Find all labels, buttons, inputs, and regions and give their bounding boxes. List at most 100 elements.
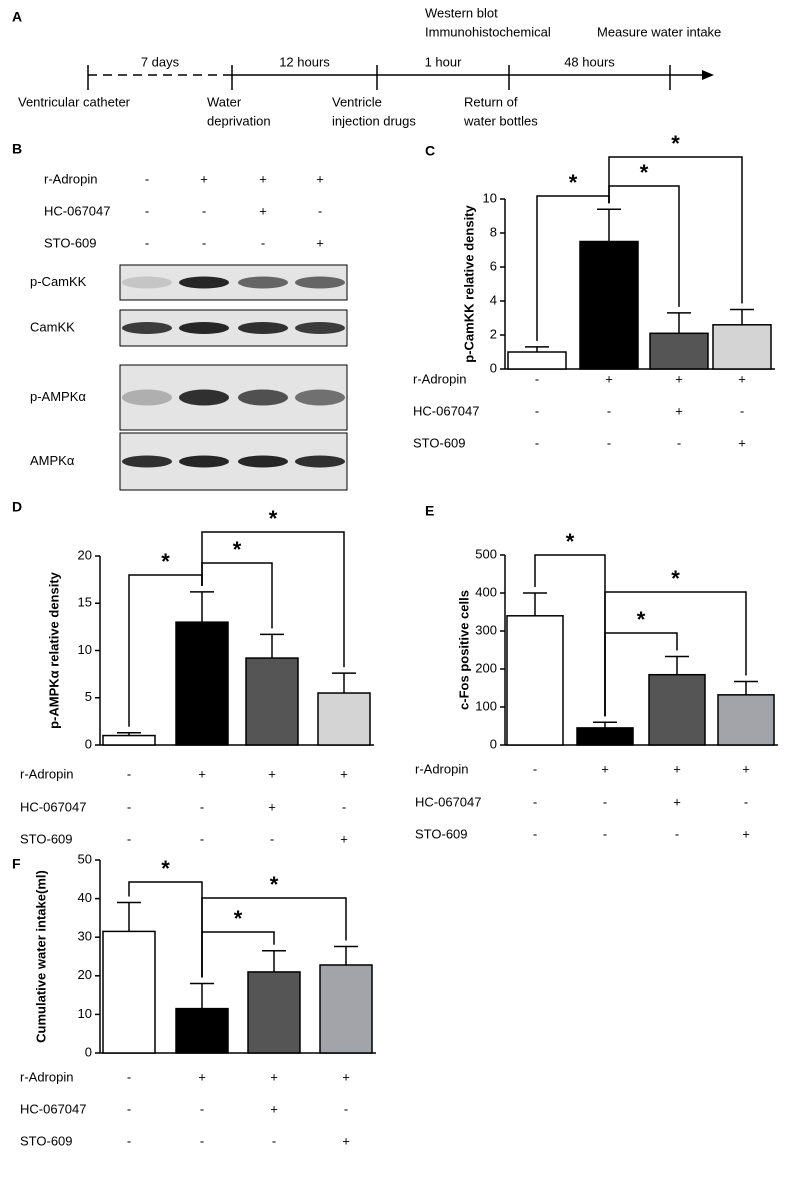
treatment-name: r-Adropin: [413, 371, 466, 386]
event-label: Ventricular catheter: [18, 94, 131, 109]
panel-label: E: [425, 503, 434, 519]
treatment-sign: +: [340, 766, 348, 781]
blot-band: [179, 389, 229, 406]
treatment-sign: +: [200, 171, 208, 186]
treatment-sign: +: [259, 203, 267, 218]
treatment-name: STO-609: [20, 831, 73, 846]
treatment-sign: -: [202, 203, 206, 218]
treatment-name: STO-609: [20, 1133, 73, 1148]
y-tick-label: 500: [475, 546, 497, 561]
event-label: Ventricle: [332, 94, 382, 109]
blot-band: [238, 322, 288, 334]
significance-bracket: [201, 562, 273, 629]
event-label: deprivation: [207, 113, 271, 128]
y-tick-label: 0: [490, 360, 497, 375]
significance-label: *: [234, 906, 243, 931]
treatment-sign: -: [344, 1101, 348, 1116]
treatment-sign: -: [127, 799, 131, 814]
treatment-sign: -: [607, 435, 611, 450]
treatment-sign: +: [198, 766, 206, 781]
treatment-sign: -: [127, 831, 131, 846]
y-axis-label: c-Fos positive cells: [456, 590, 471, 710]
blot-band: [238, 455, 288, 468]
y-tick-label: 30: [78, 929, 92, 944]
treatment-sign: -: [533, 761, 537, 776]
bar: [102, 734, 156, 746]
treatment-sign: -: [535, 435, 539, 450]
bar: [175, 1007, 229, 1054]
y-tick-label: 0: [85, 1044, 92, 1059]
y-axis-label: p-CamKK relative density: [461, 204, 476, 362]
treatment-sign: -: [318, 203, 322, 218]
treatment-sign: -: [675, 826, 679, 841]
treatment-sign: +: [270, 1069, 278, 1084]
y-tick-label: 40: [78, 890, 92, 905]
bar: [576, 727, 634, 746]
treatment-sign: -: [270, 831, 274, 846]
bar: [175, 621, 229, 746]
blot-band: [179, 276, 229, 289]
treatment-sign: +: [673, 761, 681, 776]
significance-label: *: [233, 537, 242, 562]
interval-label: 48 hours: [564, 54, 615, 69]
blot-band: [295, 389, 345, 406]
treatment-name: STO-609: [413, 435, 466, 450]
treatment-sign: +: [601, 761, 609, 776]
bar: [102, 930, 156, 1054]
significance-label: *: [637, 607, 646, 632]
treatment-sign: -: [127, 766, 131, 781]
timeline-arrow: [702, 70, 714, 80]
blot-band: [295, 455, 345, 468]
bar: [579, 240, 639, 370]
treatment-sign: -: [145, 171, 149, 186]
y-tick-label: 0: [490, 736, 497, 751]
y-tick-label: 400: [475, 584, 497, 599]
significance-bracket: [608, 156, 743, 304]
treatment-sign: +: [742, 761, 750, 776]
event-label: Water: [207, 94, 242, 109]
y-tick-label: 20: [78, 967, 92, 982]
significance-bracket: [201, 897, 347, 978]
event-label: Measure water intake: [597, 24, 721, 39]
y-tick-label: 5: [85, 689, 92, 704]
treatment-sign: -: [127, 1101, 131, 1116]
bar: [649, 332, 709, 370]
treatment-sign: -: [200, 1133, 204, 1148]
bar: [247, 971, 301, 1054]
treatment-sign: +: [268, 799, 276, 814]
treatment-sign: -: [202, 235, 206, 250]
protein-label: p-AMPKα: [30, 389, 86, 404]
treatment-sign: -: [145, 203, 149, 218]
treatment-name: HC-067047: [413, 403, 480, 418]
interval-label: 7 days: [141, 54, 180, 69]
blot-band: [238, 276, 288, 289]
significance-label: *: [671, 566, 680, 591]
treatment-name: STO-609: [415, 826, 468, 841]
treatment-sign: -: [677, 435, 681, 450]
treatment-sign: -: [127, 1133, 131, 1148]
y-axis-label: p-AMPKα relative density: [46, 571, 61, 729]
treatment-name: r-Adropin: [20, 766, 73, 781]
y-axis-label: Cumulative water intake(ml): [33, 870, 48, 1043]
treatment-sign: +: [270, 1101, 278, 1116]
significance-label: *: [269, 506, 278, 531]
significance-label: *: [566, 529, 575, 554]
significance-bracket: [201, 531, 345, 668]
significance-label: *: [569, 170, 578, 195]
treatment-sign: +: [738, 435, 746, 450]
y-tick-label: 200: [475, 660, 497, 675]
treatment-sign: -: [533, 826, 537, 841]
panel-label: B: [12, 141, 22, 157]
blot-band: [122, 389, 172, 406]
significance-bracket: [604, 591, 747, 717]
y-tick-label: 300: [475, 622, 497, 637]
panel-label: D: [12, 499, 22, 515]
blot-band: [122, 322, 172, 334]
event-label: water bottles: [463, 113, 538, 128]
treatment-sign: -: [744, 794, 748, 809]
treatment-sign: -: [603, 794, 607, 809]
treatment-sign: -: [145, 235, 149, 250]
y-tick-label: 8: [490, 224, 497, 239]
treatment-sign: -: [261, 235, 265, 250]
